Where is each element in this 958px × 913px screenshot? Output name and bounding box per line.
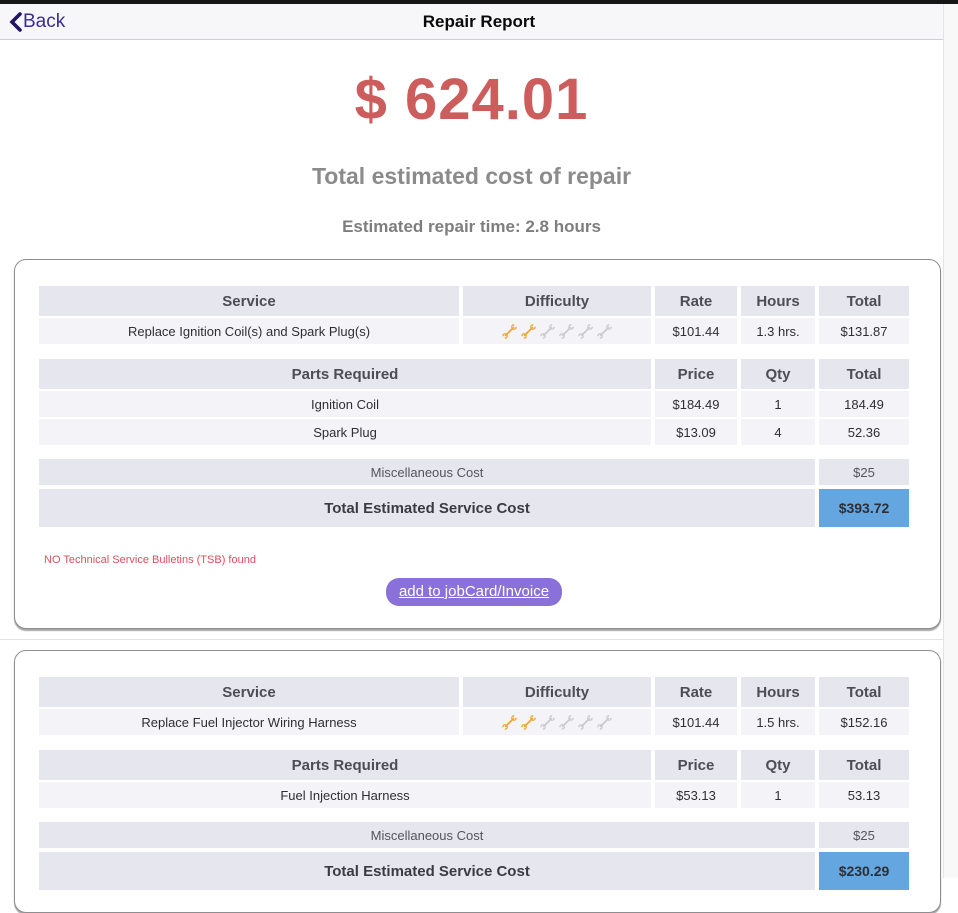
wrench-icon (520, 322, 537, 340)
price-column-header: Price (655, 750, 737, 780)
service-card: Service Difficulty Rate Hours Total Repl… (14, 650, 941, 913)
wrench-icon (539, 322, 556, 340)
action-row: add to jobCard/Invoice (39, 578, 909, 606)
total-service-cost-label: Total Estimated Service Cost (39, 852, 815, 890)
hours-column-header: Hours (741, 286, 815, 316)
part-price-cell: $184.49 (655, 391, 737, 417)
service-table: Service Difficulty Rate Hours Total Repl… (39, 286, 909, 344)
repair-time: Estimated repair time: 2.8 hours (342, 217, 601, 236)
back-button[interactable]: Back (9, 11, 65, 33)
window-top-strip (0, 0, 958, 4)
rate-column-header: Rate (655, 286, 737, 316)
part-qty-cell: 1 (741, 391, 815, 417)
misc-cost-label: Miscellaneous Cost (39, 822, 815, 848)
wrench-icon (558, 713, 575, 731)
hours-column-header: Hours (741, 677, 815, 707)
price-column-header: Price (655, 359, 737, 389)
parts-column-header: Parts Required (39, 359, 651, 389)
part-total-cell: 52.36 (819, 419, 909, 445)
difficulty-rating (463, 318, 651, 344)
wrench-icon (558, 322, 575, 340)
service-total-cell: $131.87 (819, 318, 909, 344)
service-total-cell: $152.16 (819, 709, 909, 735)
misc-cost-label: Miscellaneous Cost (39, 459, 815, 485)
report-content: $ 624.01 Total estimated cost of repair … (0, 66, 943, 913)
add-to-jobcard-button[interactable]: add to jobCard/Invoice (385, 578, 563, 606)
service-table: Service Difficulty Rate Hours Total Repl… (39, 677, 909, 735)
wrench-icon (539, 713, 556, 731)
total-cost-caption: Total estimated cost of repair (311, 163, 632, 189)
parts-total-column-header: Total (819, 750, 909, 780)
totals-table: Miscellaneous Cost $25 Total Estimated S… (39, 822, 909, 890)
total-service-cost-value: $230.29 (819, 852, 909, 890)
chevron-left-icon (9, 11, 22, 32)
page-title: Repair Report (422, 11, 536, 31)
total-column-header: Total (819, 286, 909, 316)
part-name-cell: Fuel Injection Harness (39, 782, 651, 808)
part-qty-cell: 1 (741, 782, 815, 808)
cost-summary: $ 624.01 Total estimated cost of repair … (0, 66, 943, 237)
part-name-cell: Spark Plug (39, 419, 651, 445)
service-column-header: Service (39, 286, 459, 316)
back-label: Back (23, 10, 66, 32)
total-service-cost-label: Total Estimated Service Cost (39, 489, 815, 527)
totals-table: Miscellaneous Cost $25 Total Estimated S… (39, 459, 909, 527)
difficulty-column-header: Difficulty (463, 677, 651, 707)
difficulty-rating (463, 709, 651, 735)
wrench-icon (577, 322, 594, 340)
qty-column-header: Qty (741, 359, 815, 389)
wrench-icon (520, 713, 537, 731)
parts-total-column-header: Total (819, 359, 909, 389)
part-total-cell: 184.49 (819, 391, 909, 417)
part-total-cell: 53.13 (819, 782, 909, 808)
part-qty-cell: 4 (741, 419, 815, 445)
service-column-header: Service (39, 677, 459, 707)
service-cards: Service Difficulty Rate Hours Total Repl… (0, 259, 943, 913)
part-price-cell: $13.09 (655, 419, 737, 445)
wrench-icon (577, 713, 594, 731)
part-name-cell: Ignition Coil (39, 391, 651, 417)
part-price-cell: $53.13 (655, 782, 737, 808)
total-service-cost-value: $393.72 (819, 489, 909, 527)
wrench-icon (596, 713, 613, 731)
wrench-icon (501, 322, 518, 340)
cards-divider (0, 639, 943, 640)
wrench-icon (596, 322, 613, 340)
service-hours-cell: 1.3 hrs. (741, 318, 815, 344)
service-card: Service Difficulty Rate Hours Total Repl… (14, 259, 941, 629)
tsb-note: NO Technical Service Bulletins (TSB) fou… (44, 554, 256, 566)
service-name-cell: Replace Fuel Injector Wiring Harness (39, 709, 459, 735)
wrench-icon (501, 713, 518, 731)
rate-column-header: Rate (655, 677, 737, 707)
service-rate-cell: $101.44 (655, 709, 737, 735)
service-rate-cell: $101.44 (655, 318, 737, 344)
total-cost: $ 624.01 (354, 67, 589, 132)
service-name-cell: Replace Ignition Coil(s) and Spark Plug(… (39, 318, 459, 344)
service-hours-cell: 1.5 hrs. (741, 709, 815, 735)
navigation-bar: Back Repair Report (0, 4, 958, 40)
difficulty-column-header: Difficulty (463, 286, 651, 316)
misc-cost-value: $25 (819, 822, 909, 848)
total-column-header: Total (819, 677, 909, 707)
parts-table: Parts Required Price Qty Total Fuel Inje… (39, 750, 909, 808)
qty-column-header: Qty (741, 750, 815, 780)
parts-column-header: Parts Required (39, 750, 651, 780)
misc-cost-value: $25 (819, 459, 909, 485)
parts-table: Parts Required Price Qty Total Ignition … (39, 359, 909, 445)
scrollbar[interactable] (943, 4, 958, 878)
